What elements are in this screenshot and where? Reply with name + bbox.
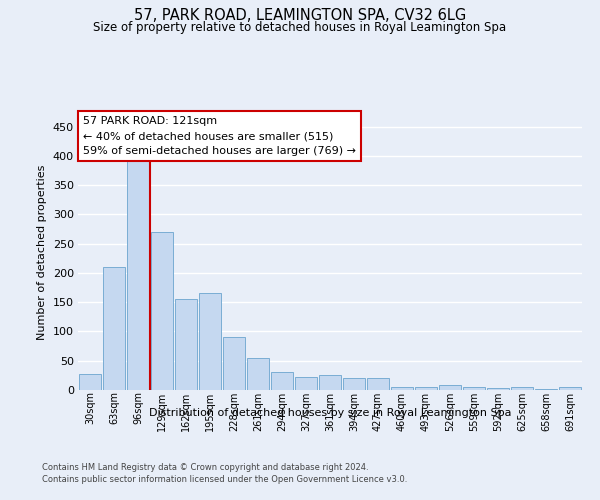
Text: Distribution of detached houses by size in Royal Leamington Spa: Distribution of detached houses by size … xyxy=(149,408,511,418)
Bar xyxy=(271,372,293,390)
Bar xyxy=(511,387,533,390)
Text: 57 PARK ROAD: 121sqm
← 40% of detached houses are smaller (515)
59% of semi-deta: 57 PARK ROAD: 121sqm ← 40% of detached h… xyxy=(83,116,356,156)
Text: Size of property relative to detached houses in Royal Leamington Spa: Size of property relative to detached ho… xyxy=(94,21,506,34)
Bar xyxy=(559,387,581,390)
Bar xyxy=(367,378,389,390)
Bar xyxy=(295,377,317,390)
Bar xyxy=(127,126,149,390)
Bar xyxy=(439,386,461,390)
Bar xyxy=(103,267,125,390)
Text: 57, PARK ROAD, LEAMINGTON SPA, CV32 6LG: 57, PARK ROAD, LEAMINGTON SPA, CV32 6LG xyxy=(134,8,466,22)
Y-axis label: Number of detached properties: Number of detached properties xyxy=(37,165,47,340)
Bar xyxy=(391,387,413,390)
Bar xyxy=(343,378,365,390)
Bar xyxy=(463,387,485,390)
Bar xyxy=(487,388,509,390)
Bar xyxy=(151,232,173,390)
Text: Contains public sector information licensed under the Open Government Licence v3: Contains public sector information licen… xyxy=(42,475,407,484)
Bar xyxy=(247,358,269,390)
Bar xyxy=(79,374,101,390)
Bar xyxy=(415,387,437,390)
Bar xyxy=(223,338,245,390)
Text: Contains HM Land Registry data © Crown copyright and database right 2024.: Contains HM Land Registry data © Crown c… xyxy=(42,464,368,472)
Bar xyxy=(535,389,557,390)
Bar xyxy=(319,376,341,390)
Bar xyxy=(175,300,197,390)
Bar xyxy=(199,294,221,390)
